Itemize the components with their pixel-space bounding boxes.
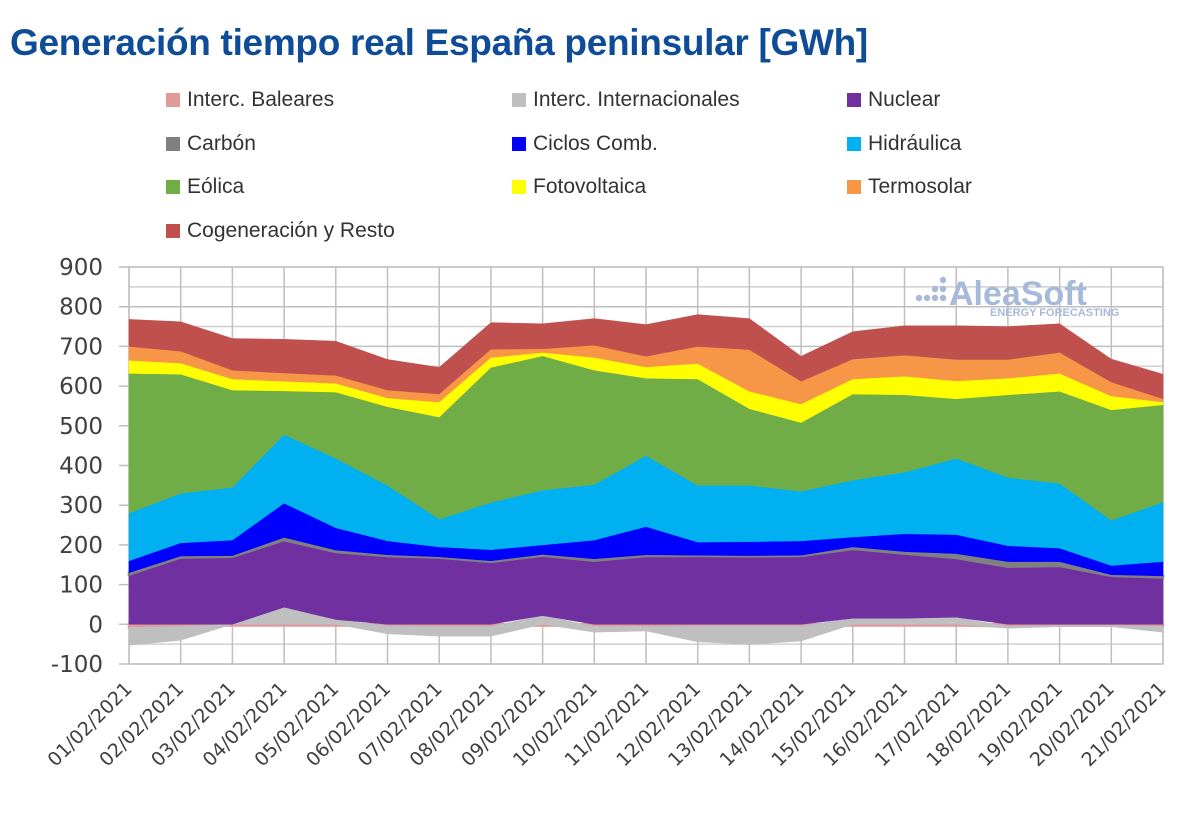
legend-swatch — [166, 137, 180, 151]
legend-swatch — [847, 137, 861, 151]
aleasoft-logo-icon — [915, 276, 947, 302]
area-series — [127, 314, 1165, 646]
y-tick-label: -100 — [51, 652, 103, 678]
legend-label: Eólica — [187, 175, 245, 198]
chart-title: Generación tiempo real España peninsular… — [10, 22, 868, 63]
legend-item-termosolar: Termosolar — [847, 175, 972, 199]
legend-item-cogeneracion: Cogeneración y Resto — [166, 219, 395, 243]
y-axis: 900 800 700 600 500 400 300 200 100 0 -100 — [51, 255, 103, 678]
area-interc-internacionales — [128, 606, 1164, 646]
y-tick-label: 600 — [59, 374, 103, 400]
legend-item-fotovoltaica: Fotovoltaica — [512, 175, 646, 199]
legend-label: Nuclear — [868, 88, 941, 111]
legend-item-nuclear: Nuclear — [847, 88, 940, 112]
legend-item-hidraulica: Hidráulica — [847, 132, 961, 156]
watermark: AleaSoft ENERGY FORECASTING — [915, 275, 1119, 319]
x-axis: 01/02/202102/02/202103/02/202104/02/2021… — [44, 678, 1171, 771]
legend-swatch — [512, 137, 526, 151]
legend-item-interc-baleares: Interc. Baleares — [166, 88, 334, 112]
watermark-main: AleaSoft — [949, 275, 1087, 313]
y-tick-label: 0 — [88, 612, 103, 638]
legend-label: Carbón — [187, 132, 256, 155]
y-tick-label: 900 — [59, 255, 103, 281]
legend-swatch — [166, 224, 180, 238]
y-tick-label: 500 — [59, 414, 103, 440]
legend-item-carbon: Carbón — [166, 132, 256, 156]
legend-swatch — [512, 180, 526, 194]
legend-label: Termosolar — [868, 175, 972, 198]
legend-label: Hidráulica — [868, 132, 962, 155]
y-tick-label: 700 — [59, 334, 103, 360]
legend-swatch — [847, 93, 861, 107]
legend-label: Ciclos Comb. — [533, 132, 658, 155]
legend-label: Fotovoltaica — [533, 175, 647, 198]
y-tick-label: 400 — [59, 454, 103, 480]
legend-label: Interc. Baleares — [187, 88, 335, 111]
legend-swatch — [847, 180, 861, 194]
legend-label: Cogeneración y Resto — [187, 219, 395, 242]
y-tick-label: 100 — [59, 573, 103, 599]
watermark-sub: ENERGY FORECASTING — [990, 307, 1119, 319]
legend-swatch — [512, 93, 526, 107]
y-tick-label: 200 — [59, 533, 103, 559]
y-tick-label: 800 — [59, 295, 103, 321]
y-tick-label: 300 — [59, 493, 103, 519]
legend-item-interc-internacionales: Interc. Internacionales — [512, 88, 740, 112]
legend-label: Interc. Internacionales — [533, 88, 740, 111]
legend-item-ciclos-comb: Ciclos Comb. — [512, 132, 658, 156]
area-cogeneracion-y-resto — [128, 314, 1164, 400]
legend-item-eolica: Eólica — [166, 175, 244, 199]
legend-swatch — [166, 180, 180, 194]
legend-swatch — [166, 93, 180, 107]
